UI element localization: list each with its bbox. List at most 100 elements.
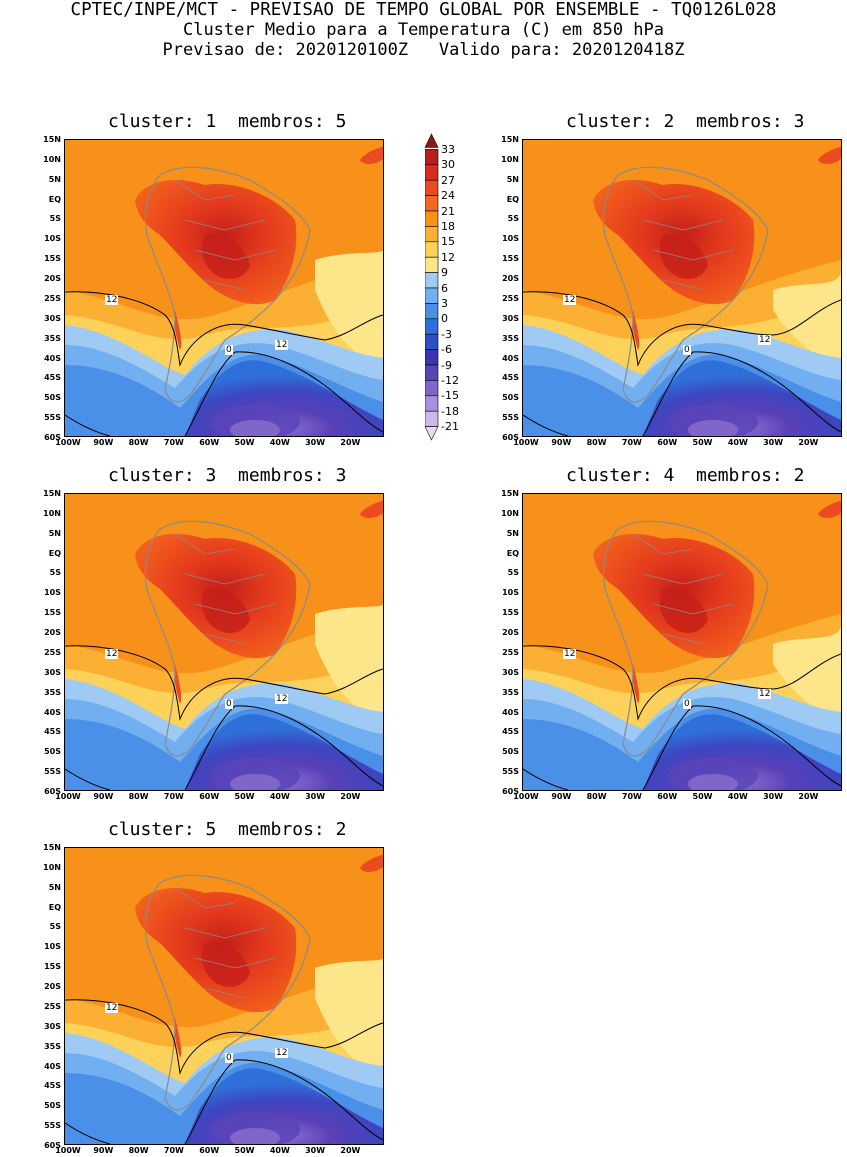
colorbar-swatch [425,318,439,335]
temperature-map: 12 12 0 [522,139,842,437]
figure-title: CPTEC/INPE/MCT - PREVISAO DE TEMPO GLOBA… [70,0,777,20]
lat-tick-label: 55S [44,1121,61,1131]
lat-tick-label: 55S [502,413,519,423]
lon-tick-label: 60W [199,438,220,447]
panel-title: cluster: 2 membros: 3 [566,111,805,132]
lon-tick-label: 100W [55,792,81,801]
colorbar-label: 21 [441,204,455,218]
lat-tick-label: EQ [506,194,519,204]
lat-tick-label: 10S [44,234,61,244]
colorbar-label: 33 [441,143,455,156]
colorbar-label: 24 [441,189,455,203]
lat-tick-label: 25S [502,647,519,657]
lat-tick-label: 55S [502,767,519,777]
colorbar-swatch [425,133,439,148]
lon-tick-label: 20W [340,1146,361,1155]
lon-tick-label: 20W [798,438,819,447]
lat-tick-label: 10N [43,862,61,872]
colorbar-swatch [425,380,439,397]
colorbar-label: 0 [441,312,448,326]
lat-tick-label: 15N [43,489,61,498]
lon-tick-label: 80W [128,792,149,801]
contour-label: 12 [563,649,577,659]
contour-label: 12 [275,340,289,350]
lat-tick-label: EQ [48,902,61,912]
lon-tick-label: 50W [234,792,255,801]
colorbar-label: 18 [441,220,455,233]
lat-tick-label: 5N [48,174,61,184]
lat-tick-label: 10S [44,942,61,952]
lat-tick-label: 55S [44,413,61,423]
lat-tick-label: 50S [502,393,519,403]
lon-tick-label: 80W [128,438,149,447]
lat-tick-label: 10S [502,588,519,598]
lat-tick-label: 10N [43,154,61,164]
colorbar-label: -15 [441,389,459,403]
temperature-map: 12 12 0 [522,493,842,791]
lat-tick-label: 5S [49,214,61,224]
lat-tick-label: 45S [502,373,519,383]
lat-tick-label: 25S [502,293,519,303]
lat-tick-label: 30S [44,313,61,323]
lat-tick-label: 60S [44,1141,61,1150]
lat-tick-label: 5S [49,922,61,932]
lon-tick-label: 60W [657,792,678,801]
lat-tick-label: 20S [44,628,61,638]
lat-tick-label: 15S [44,608,61,618]
contour-label: 0 [683,699,691,709]
colorbar-label: -3 [441,327,452,341]
colorbar-swatch [425,410,439,427]
colorbar-label: -18 [441,404,459,418]
lon-tick-label: 20W [798,792,819,801]
colorbar-label: 30 [441,158,455,172]
lon-tick-label: 70W [163,792,184,801]
lon-tick-label: 60W [199,792,220,801]
temperature-map: 12 12 0 [64,139,384,437]
lon-tick-label: 80W [586,792,607,801]
lat-tick-label: 10N [501,508,519,518]
colorbar-swatch [425,210,439,227]
lat-tick-label: 35S [44,333,61,343]
lon-tick-label: 40W [727,438,748,447]
lat-tick-label: 15S [502,608,519,618]
lon-tick-label: 50W [234,1146,255,1155]
panel-title: cluster: 5 membros: 2 [108,819,347,840]
lon-tick-label: 20W [340,792,361,801]
lon-tick-label: 90W [93,792,114,801]
lat-tick-label: 15S [44,254,61,264]
lon-tick-label: 70W [621,438,642,447]
figure-subtitle: Cluster Medio para a Temperatura (C) em … [182,20,665,40]
lat-tick-label: 5N [506,528,519,538]
colorbar-swatch [425,241,439,258]
lat-tick-label: 35S [44,687,61,697]
lat-tick-label: 5S [507,214,519,224]
colorbar-swatch [425,272,439,289]
colorbar-label: 6 [441,281,448,295]
lat-tick-label: 50S [44,393,61,403]
lat-tick-label: 50S [44,747,61,757]
lat-tick-label: 40S [44,353,61,363]
contour-label: 12 [105,649,119,659]
colorbar-label: -12 [441,374,459,387]
lat-tick-label: 15S [44,962,61,972]
colorbar-swatch [425,333,439,350]
lat-tick-label: 60S [502,787,519,796]
lat-tick-label: 55S [44,767,61,777]
lat-tick-label: EQ [48,194,61,204]
lat-tick-label: 15N [43,135,61,144]
lon-tick-label: 90W [93,438,114,447]
lat-tick-label: 10S [502,234,519,244]
colorbar-label: 12 [441,250,455,264]
lat-tick-label: 20S [44,274,61,284]
lat-tick-label: 45S [44,727,61,737]
temperature-map: 12 12 0 [64,493,384,791]
lon-tick-label: 80W [128,1146,149,1155]
lat-tick-label: 25S [44,293,61,303]
lon-tick-label: 40W [727,792,748,801]
colorbar-label: 9 [441,266,448,280]
colorbar-swatch [425,164,439,181]
lat-tick-label: 5S [507,568,519,578]
colorbar-swatch [425,256,439,273]
colorbar-swatch [425,303,439,320]
contour-label: 12 [105,1003,119,1013]
